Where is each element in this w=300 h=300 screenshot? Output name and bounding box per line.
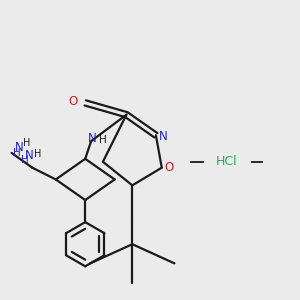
Text: N: N — [88, 132, 97, 145]
Text: O: O — [164, 161, 174, 174]
Text: H: H — [23, 138, 31, 148]
Text: H: H — [13, 148, 21, 158]
Text: N: N — [15, 141, 23, 154]
Text: H: H — [21, 155, 29, 165]
Text: N: N — [159, 130, 168, 143]
Text: HCl: HCl — [216, 155, 237, 168]
Text: H: H — [99, 135, 107, 145]
Text: O: O — [69, 95, 78, 108]
Text: N: N — [25, 149, 34, 162]
Text: H: H — [34, 149, 42, 159]
